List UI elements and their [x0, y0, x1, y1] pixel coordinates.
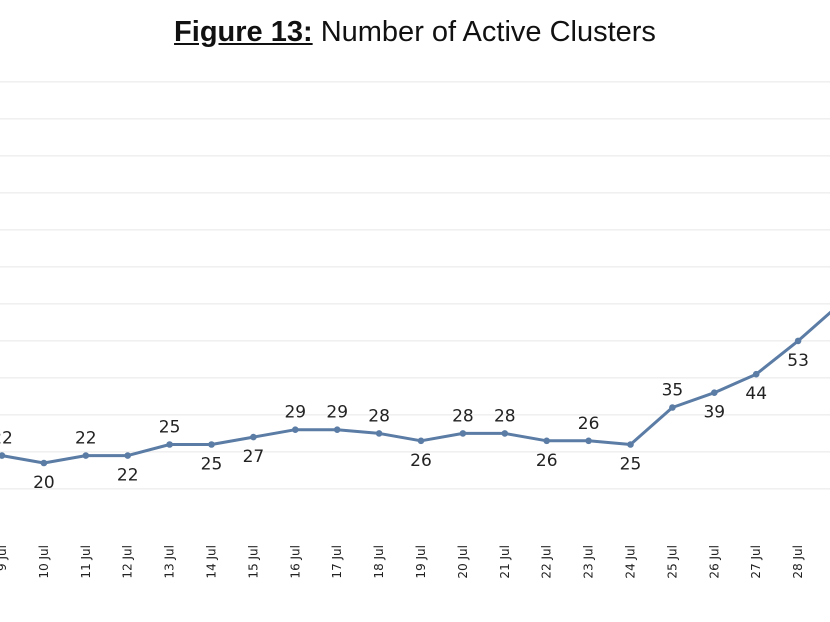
data-point: [40, 459, 48, 467]
data-label: 25: [201, 455, 223, 475]
x-tick-label: 18 Jul: [372, 545, 386, 579]
x-tick-label: 25 Jul: [665, 545, 679, 579]
data-point: [124, 452, 131, 459]
x-tick-label: 9 Jul: [0, 545, 9, 571]
data-label: 29: [284, 403, 306, 423]
data-point: [459, 430, 467, 437]
x-tick-label: 22 Jul: [540, 545, 554, 579]
data-label: 22: [0, 429, 13, 449]
chart-title-text: Number of Active Clusters: [320, 16, 656, 48]
x-tick-label: 12 Jul: [121, 545, 135, 579]
x-tick-label: 27 Jul: [749, 545, 763, 579]
x-tick-label: 19 Jul: [414, 545, 428, 579]
data-label: 25: [620, 455, 642, 475]
data-label: 28: [494, 406, 516, 426]
x-tick-label: 10 Jul: [37, 545, 51, 579]
x-tick-label: 17 Jul: [330, 545, 344, 579]
data-label: 53: [787, 351, 809, 371]
data-point: [208, 441, 215, 448]
data-label: 28: [452, 406, 474, 426]
chart-title-prefix: Figure 13:: [174, 16, 313, 48]
data-label: 22: [75, 429, 97, 449]
x-tick-label: 24 Jul: [624, 545, 638, 579]
data-point: [543, 437, 550, 445]
data-point: [292, 426, 299, 434]
data-point: [711, 389, 718, 397]
data-label: 44: [745, 384, 767, 404]
x-tick-label: 11 Jul: [79, 545, 93, 579]
data-label: 22: [117, 466, 139, 486]
data-point: [0, 452, 6, 459]
data-point: [669, 404, 676, 411]
data-label: 26: [410, 451, 432, 471]
data-point: [752, 370, 760, 378]
data-label: 39: [703, 403, 725, 423]
chart-title: Figure 13: Number of Active Clusters: [0, 16, 830, 49]
data-label: 28: [368, 406, 390, 426]
data-label: 29: [326, 403, 348, 423]
data-point: [794, 337, 802, 345]
series-active-clusters: [0, 310, 830, 467]
data-point: [501, 430, 509, 437]
x-axis-ticks: 9 Jul 10 Jul 11 Jul 12 Jul 13 Jul 14 Jul 15 Ju…: [0, 545, 805, 579]
data-point: [585, 437, 592, 445]
data-label: 25: [159, 418, 181, 438]
data-label: 35: [662, 381, 684, 401]
data-point: [417, 437, 425, 445]
gridlines: [0, 81, 830, 490]
x-tick-label: 21 Jul: [498, 545, 512, 579]
x-tick-label: 28 Jul: [791, 545, 805, 579]
x-tick-label: 14 Jul: [205, 545, 219, 579]
x-tick-label: 20 Jul: [456, 545, 470, 579]
data-label: 27: [243, 447, 265, 467]
data-point: [627, 441, 634, 448]
data-point: [82, 452, 90, 459]
data-label: 20: [33, 473, 55, 493]
data-point: [333, 426, 341, 434]
x-tick-label: 16 Jul: [288, 545, 302, 579]
data-point: [166, 441, 173, 448]
x-tick-label: 15 Jul: [246, 545, 260, 579]
data-label: 26: [536, 451, 558, 471]
data-point: [250, 433, 257, 441]
data-label: 26: [578, 414, 600, 434]
series-line: [1, 310, 830, 465]
data-labels: 22 20 22 22 25 25 27 29 29 28 26 28 28 26 26 25 35 39 44 53…: [0, 277, 830, 493]
x-tick-label: 23 Jul: [582, 545, 596, 579]
data-point: [375, 430, 383, 437]
x-tick-label: 26 Jul: [707, 545, 721, 579]
x-tick-label: 13 Jul: [163, 545, 177, 579]
